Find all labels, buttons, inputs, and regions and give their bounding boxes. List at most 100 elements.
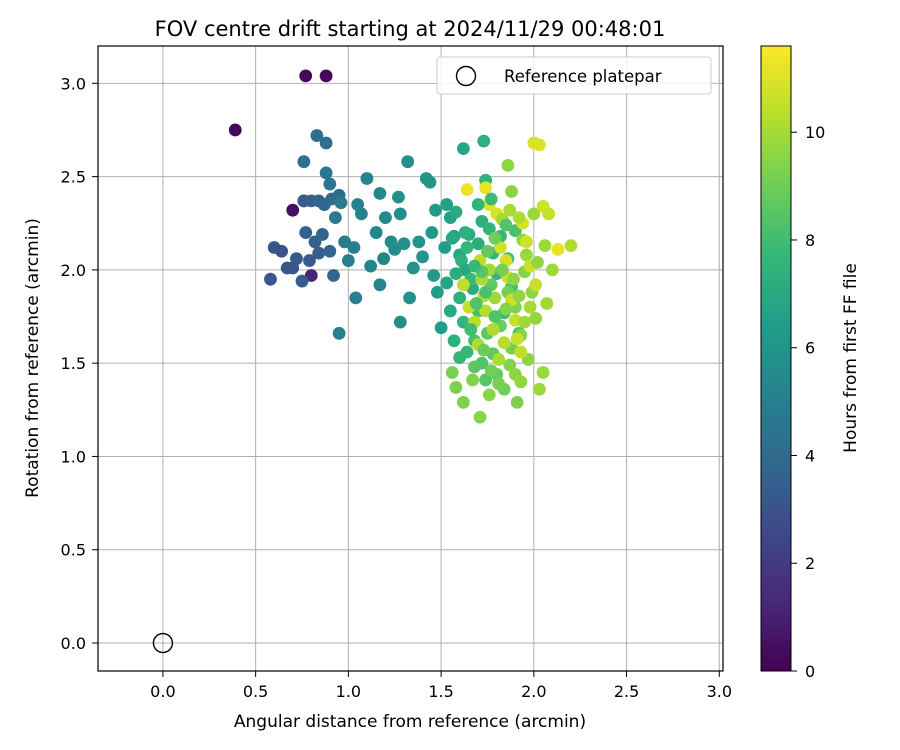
colorbar-tick-label: 2 bbox=[805, 554, 815, 573]
scatter-point bbox=[319, 69, 333, 83]
scatter-point bbox=[416, 250, 429, 264]
scatter-point bbox=[488, 231, 502, 245]
scatter-point bbox=[520, 248, 533, 262]
y-tick-label: 1.0 bbox=[61, 447, 86, 466]
scatter-point bbox=[482, 222, 496, 236]
scatter-point bbox=[319, 136, 333, 150]
y-tick-label: 2.0 bbox=[61, 261, 86, 280]
scatter-point bbox=[479, 285, 493, 299]
reference-platepar-marker bbox=[152, 632, 174, 654]
scatter-point bbox=[468, 259, 481, 273]
scatter-point bbox=[488, 310, 502, 323]
scatter-point bbox=[403, 291, 416, 305]
scatter-point bbox=[449, 381, 463, 394]
x-tick-label: 1.5 bbox=[428, 682, 453, 701]
scatter-point bbox=[542, 207, 556, 221]
colorbar-ticks: 0 2 4 6 8 10 bbox=[791, 123, 825, 681]
scatter-point bbox=[529, 278, 543, 292]
colorbar-gradient bbox=[760, 45, 792, 672]
scatter-point bbox=[312, 246, 326, 260]
scatter-point bbox=[514, 345, 528, 359]
scatter-point bbox=[447, 334, 461, 348]
scatter-point bbox=[297, 155, 311, 169]
scatter-point bbox=[445, 231, 459, 245]
scatter-point bbox=[373, 278, 387, 292]
data-points bbox=[228, 69, 578, 424]
scatter-point bbox=[484, 364, 498, 378]
scatter-point bbox=[327, 269, 340, 282]
scatter-point bbox=[425, 226, 439, 239]
scatter-point bbox=[460, 183, 474, 197]
scatter-point bbox=[514, 375, 528, 389]
scatter-point bbox=[303, 254, 316, 267]
scatter-point bbox=[479, 304, 493, 318]
scatter-point bbox=[379, 211, 392, 225]
legend-entry-label: Reference platepar bbox=[504, 67, 662, 86]
scatter-point bbox=[453, 291, 467, 305]
scatter-point bbox=[328, 211, 342, 225]
colorbar-tick-label: 4 bbox=[805, 446, 815, 465]
x-tick-label: 0.5 bbox=[243, 682, 268, 701]
scatter-point bbox=[481, 244, 494, 258]
scatter-point bbox=[495, 263, 509, 277]
scatter-point bbox=[393, 315, 407, 329]
scatter-point bbox=[477, 134, 491, 148]
scatter-point bbox=[412, 235, 426, 249]
scatter-point bbox=[427, 269, 441, 282]
scatter-point bbox=[545, 263, 559, 277]
scatter-point bbox=[484, 192, 498, 206]
scatter-point bbox=[510, 395, 524, 409]
scatter-point bbox=[449, 267, 463, 281]
scatter-point bbox=[471, 237, 485, 251]
scatter-point bbox=[377, 252, 391, 266]
scatter-point bbox=[449, 205, 463, 219]
scatter-point bbox=[456, 278, 470, 292]
x-axis-ticks: 0.0 0.5 1.0 1.5 2.0 2.5 3.0 bbox=[150, 671, 732, 701]
scatter-point bbox=[316, 228, 329, 241]
y-axis-ticks: 0.0 0.5 1.0 1.5 2.0 2.5 3.0 bbox=[61, 74, 98, 653]
scatter-point bbox=[460, 241, 474, 254]
scatter-point bbox=[401, 155, 415, 169]
scatter-point bbox=[520, 235, 533, 249]
scatter-point bbox=[477, 343, 491, 357]
y-tick-label: 2.5 bbox=[61, 168, 86, 187]
scatter-point bbox=[319, 166, 333, 180]
scatter-point bbox=[360, 172, 374, 185]
scatter-point bbox=[438, 241, 452, 254]
x-tick-label: 1.0 bbox=[336, 682, 361, 701]
scatter-point bbox=[540, 297, 554, 310]
colorbar-tick-label: 6 bbox=[805, 339, 815, 358]
scatter-point bbox=[290, 252, 303, 266]
scatter-point bbox=[429, 203, 442, 217]
scatter-point bbox=[364, 259, 378, 273]
scatter-point bbox=[505, 185, 518, 198]
x-tick-label: 2.0 bbox=[521, 682, 546, 701]
grid-lines bbox=[98, 46, 723, 671]
scatter-point bbox=[341, 254, 355, 267]
scatter-point bbox=[564, 239, 578, 253]
scatter-point bbox=[482, 388, 496, 402]
y-tick-label: 1.5 bbox=[61, 354, 86, 373]
colorbar-label: Hours from first FF file bbox=[841, 263, 861, 453]
x-axis-label: Angular distance from reference (arcmin) bbox=[234, 712, 586, 732]
scatter-point bbox=[445, 366, 459, 379]
legend-box bbox=[436, 56, 712, 95]
scatter-point bbox=[392, 190, 405, 204]
scatter-point bbox=[397, 237, 411, 251]
scatter-point bbox=[536, 366, 550, 379]
scatter-point bbox=[479, 373, 493, 387]
scatter-point bbox=[347, 241, 361, 254]
scatter-point bbox=[440, 198, 454, 211]
scatter-point bbox=[512, 289, 526, 303]
reference-marker-layer bbox=[152, 632, 174, 654]
scatter-point bbox=[430, 285, 444, 299]
scatter-point bbox=[486, 323, 500, 336]
scatter-point bbox=[551, 242, 565, 256]
colorbar: 0 2 4 6 8 10 Hours from first FF file bbox=[760, 45, 861, 681]
scatter-point bbox=[369, 226, 383, 239]
scatter-point bbox=[455, 254, 468, 267]
x-tick-label: 0.0 bbox=[150, 682, 175, 701]
scatter-point bbox=[354, 207, 368, 221]
